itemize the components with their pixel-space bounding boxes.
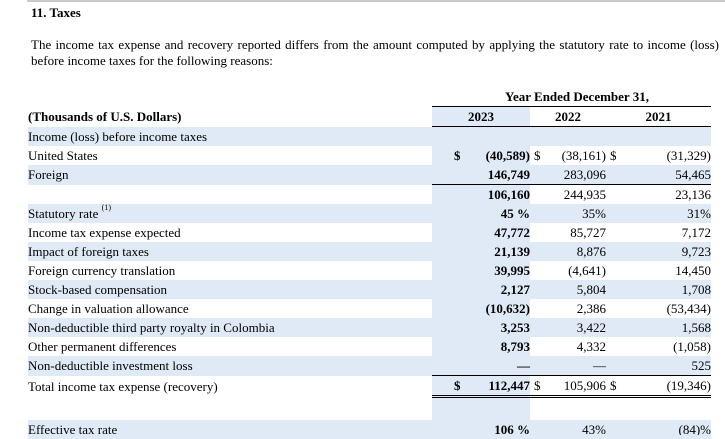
row-label: Stock-based compensation [28, 280, 432, 299]
row-label: Non-deductible third party royalty in Co… [28, 318, 432, 337]
value-2021: (84)% [621, 420, 711, 439]
row-label-text: Statutory rate [28, 206, 99, 221]
table-row: 106,160 244,935 23,136 [28, 184, 711, 204]
value-2021: 525 [621, 356, 711, 376]
table-row: Other permanent differences 8,793 4,332 … [28, 337, 711, 356]
currency-symbol: $ [534, 148, 541, 163]
row-label: Impact of foreign taxes [28, 242, 432, 261]
value-2023: 39,995 [466, 261, 530, 280]
row-label: Non-deductible investment loss [28, 356, 432, 376]
table-row: Statutory rate (1) 45 % 35% 31% [28, 202, 711, 223]
table-row: Stock-based compensation 2,127 5,804 1,7… [28, 280, 711, 299]
value-2022: 105,906 [545, 375, 606, 398]
currency-symbol: $ [530, 375, 545, 398]
table-row: Foreign 146,749 283,096 54,465 [28, 165, 711, 185]
intro-paragraph: The income tax expense and recovery repo… [31, 37, 719, 68]
row-label: Foreign [28, 165, 432, 185]
value-2023: 47,772 [466, 223, 530, 242]
value-2021: 9,723 [621, 242, 711, 261]
row-label: Total income tax expense (recovery) [28, 378, 218, 394]
value-2021: 7,172 [681, 225, 711, 240]
currency-symbol: $ [610, 148, 617, 163]
value-2022: 283,096 [545, 165, 606, 185]
value-2023: 8,793 [466, 337, 530, 356]
table-row: Effective tax rate 106 % 43% (84)% [28, 420, 711, 439]
value-2021: (1,058) [673, 339, 711, 354]
row-label: Foreign currency translation [28, 263, 176, 278]
value-2022: 3,422 [545, 318, 606, 337]
table-row: Non-deductible third party royalty in Co… [28, 318, 711, 337]
section-title: 11. Taxes [31, 5, 81, 20]
value-2022: (4,641) [568, 263, 606, 278]
value-2021: 31% [621, 204, 711, 223]
value-2023: — [466, 356, 530, 376]
row-label: Effective tax rate [28, 420, 432, 439]
value-2021: 23,136 [675, 187, 711, 202]
row-label: Change in valuation allowance [28, 301, 189, 316]
value-2021: 14,450 [675, 263, 711, 278]
value-2023: (10,632) [466, 299, 530, 318]
row-label: Statutory rate (1) [28, 202, 432, 223]
row-label: Other permanent differences [28, 339, 177, 354]
value-2021: 1,568 [621, 318, 711, 337]
value-2023: 106 % [466, 420, 530, 439]
table-row: United States $ (40,589) $ (38,161) $ (3… [28, 146, 711, 165]
tax-reconciliation-table: (Thousands of U.S. Dollars) 2023 2022 20… [28, 106, 711, 439]
row-label: Income (loss) before income taxes [28, 126, 432, 146]
value-2022: 43% [545, 420, 606, 439]
value-2023: 45 % [466, 204, 530, 223]
value-2023: 2,127 [466, 280, 530, 299]
table-header-row: (Thousands of U.S. Dollars) 2023 2022 20… [28, 106, 711, 127]
value-2022: (38,161) [561, 148, 606, 163]
value-2023: 21,139 [466, 242, 530, 261]
table-row: Income (loss) before income taxes [28, 126, 711, 146]
table-row: Non-deductible investment loss — — 525 [28, 356, 711, 376]
value-2022: 2,386 [576, 301, 606, 316]
value-2021: 54,465 [621, 165, 711, 185]
row-label: Income tax expense expected [28, 225, 181, 240]
table-row-total: Total income tax expense (recovery) $ 11… [28, 375, 711, 398]
value-2023: (40,589) [466, 146, 530, 165]
bottom-shade-bar [28, 435, 711, 437]
value-2022: 85,727 [570, 225, 606, 240]
value-2022: 4,332 [576, 339, 606, 354]
spacer-row [28, 396, 711, 420]
table-row: Impact of foreign taxes 21,139 8,876 9,7… [28, 242, 711, 261]
value-2022: 5,804 [545, 280, 606, 299]
year-2023-header: 2023 [432, 106, 530, 127]
value-2021: (19,346) [621, 375, 711, 398]
value-2021: (53,434) [666, 301, 711, 316]
value-2022: — [545, 356, 606, 376]
year-2022-header: 2022 [530, 106, 606, 127]
row-label: United States [28, 148, 98, 163]
currency-symbol: $ [606, 375, 621, 398]
top-rule [27, 0, 725, 2]
year-group-header: Year Ended December 31, [505, 89, 649, 104]
footnote-marker: (1) [101, 202, 111, 212]
currency-symbol: $ [432, 146, 466, 165]
value-2022: 35% [545, 204, 606, 223]
units-label: (Thousands of U.S. Dollars) [28, 109, 182, 124]
value-2021: (31,329) [666, 148, 711, 163]
table-row: Income tax expense expected 47,772 85,72… [28, 223, 711, 242]
year-2021-header: 2021 [606, 106, 711, 127]
value-2023: 112,447 [466, 375, 530, 398]
value-2021: 1,708 [621, 280, 711, 299]
value-2023: 146,749 [466, 165, 530, 185]
currency-symbol: $ [432, 375, 466, 398]
value-2023: 3,253 [466, 318, 530, 337]
value-2022: 8,876 [545, 242, 606, 261]
table-row: Foreign currency translation 39,995 (4,6… [28, 261, 711, 280]
table-row: Change in valuation allowance (10,632) 2… [28, 299, 711, 318]
value-2023: 106,160 [466, 184, 530, 204]
value-2022: 244,935 [563, 187, 606, 202]
